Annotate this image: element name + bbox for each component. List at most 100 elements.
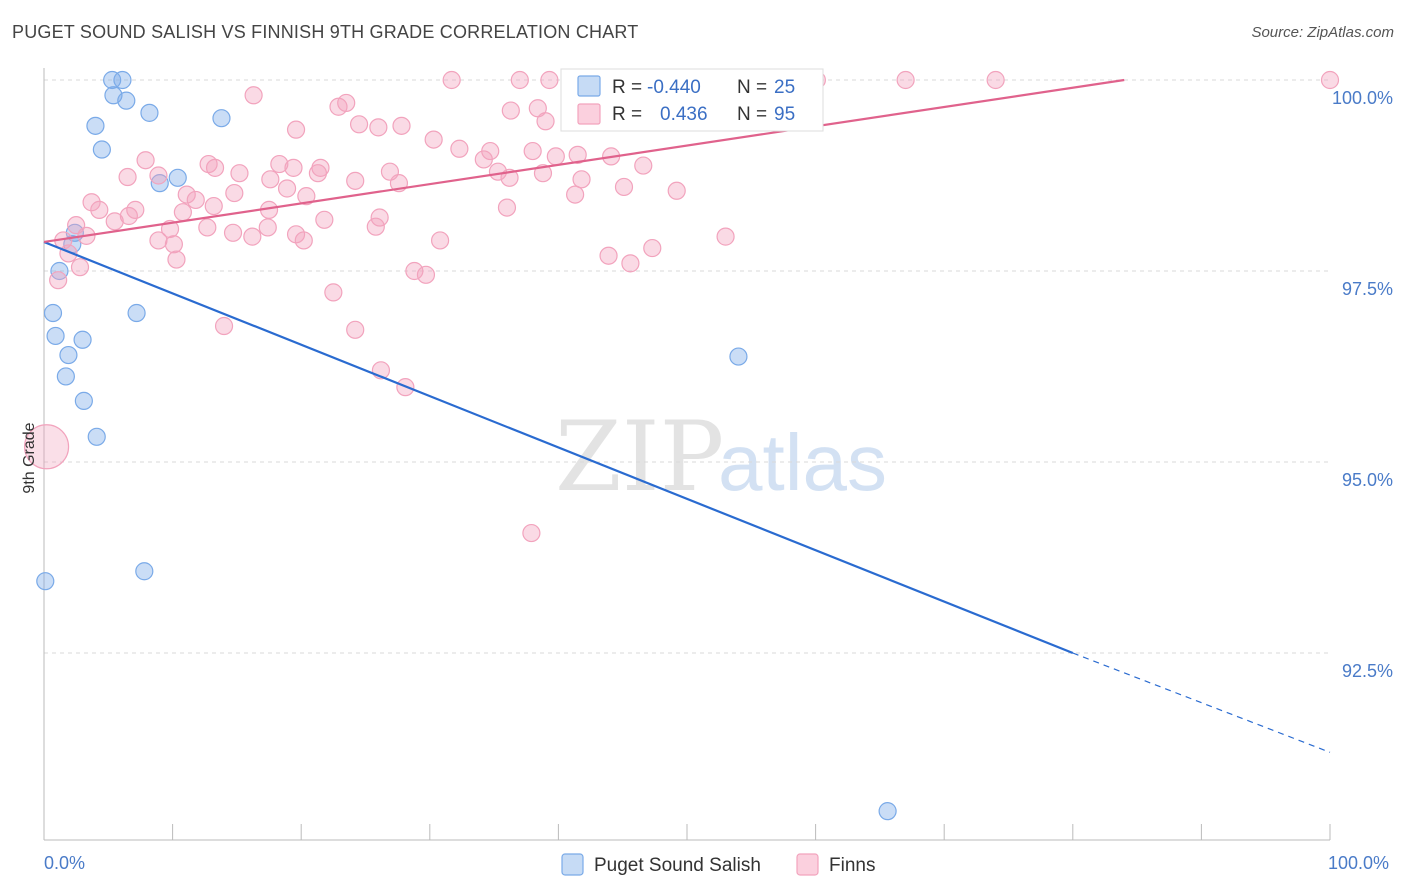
- puget-sound-salish-point-8: [150, 174, 169, 193]
- finns-point-17: [349, 115, 369, 134]
- puget-sound-salish-point-6: [92, 140, 111, 159]
- x-tick-label-right: 100.0%: [1328, 853, 1389, 873]
- finns-point-83: [621, 254, 640, 273]
- puget-sound-salish-point-22: [36, 572, 55, 591]
- finns-point-1: [510, 70, 529, 90]
- legend-n-label-1: N =: [737, 77, 767, 98]
- finns-point-51: [177, 185, 196, 204]
- finns-point-32: [474, 150, 493, 169]
- legend-swatch-finns: [577, 103, 601, 125]
- puget-sound-salish-point-1: [113, 70, 132, 90]
- legend-r-value-puget-sound-salish: -0.440: [647, 77, 701, 98]
- bottom-legend-label-puget-sound-salish: Puget Sound Salish: [594, 855, 761, 876]
- finns-point-87: [70, 258, 90, 277]
- finns-point-47: [533, 164, 553, 183]
- legend-n-value-finns: 95: [774, 104, 795, 125]
- puget-sound-salish-point-21: [729, 347, 748, 366]
- finns-point-27: [199, 154, 218, 174]
- finns-point-9: [896, 70, 915, 90]
- finns-point-42: [346, 171, 365, 190]
- finns-point-0: [442, 70, 461, 90]
- finns-point-70: [198, 218, 217, 237]
- puget-sound-salish-trend-line: [43, 240, 1074, 655]
- bottom-legend-label-finns: Finns: [829, 855, 875, 876]
- finns-point-20: [392, 116, 411, 135]
- finns-point-18: [369, 118, 388, 137]
- finns-point-10: [986, 70, 1005, 90]
- puget-sound-salish-point-15: [127, 303, 146, 323]
- finns-point-28: [270, 154, 289, 174]
- chart-source: Source: ZipAtlas.com: [1251, 24, 1394, 41]
- finns-point-53: [204, 196, 223, 216]
- legend-frame: [560, 68, 824, 132]
- puget-sound-salish-point-19: [74, 391, 93, 410]
- puget-sound-salish-point-12: [50, 261, 69, 281]
- finns-point-97: [522, 523, 541, 543]
- bottom-legend-swatch-puget-sound-salish: [561, 853, 584, 876]
- chart-title: PUGET SOUND SALISH VS FINNISH 9TH GRADE …: [12, 22, 639, 42]
- finns-point-71: [258, 218, 277, 237]
- finns-point-22: [424, 130, 443, 149]
- finns-point-11: [1320, 70, 1340, 90]
- y-tick-labels: 100.0% 97.5% 95.0% 92.5%: [1332, 88, 1393, 681]
- watermark-atlas: atlas: [718, 418, 887, 507]
- puget-sound-salish-point-17: [73, 330, 92, 349]
- puget-sound-salish-point-23: [135, 562, 154, 581]
- legend-n-label-2: N =: [737, 104, 767, 125]
- finns-point-58: [497, 198, 517, 217]
- finns-point-82: [599, 246, 618, 265]
- finns-point-64: [173, 203, 192, 222]
- puget-sound-salish-point-0: [103, 70, 122, 90]
- finns-point-89: [167, 250, 186, 269]
- finns-point-14: [329, 97, 348, 116]
- finns-point-98: [23, 424, 70, 470]
- legend-r-label-2: R =: [612, 104, 642, 125]
- puget-sound-salish-point-18: [56, 367, 75, 386]
- finns-point-21: [536, 112, 555, 131]
- finns-point-92: [324, 283, 343, 302]
- finns-point-60: [90, 200, 109, 219]
- finns-point-72: [243, 227, 262, 246]
- finns-point-90: [405, 261, 424, 281]
- finns-point-49: [277, 179, 297, 198]
- legend-box: R = -0.440 N = 25 R = 0.436 N = 95: [560, 68, 824, 132]
- finns-point-57: [667, 181, 686, 200]
- puget-sound-salish-point-13: [43, 303, 63, 323]
- legend-r-label-1: R =: [612, 77, 642, 98]
- finns-point-19: [286, 120, 306, 139]
- finns-point-91: [416, 265, 436, 284]
- x-tick-label-left: 0.0%: [44, 853, 85, 873]
- watermark: ZIP atlas: [555, 401, 887, 513]
- finns-point-54: [297, 187, 316, 206]
- finns-point-62: [105, 212, 124, 231]
- bottom-legend-swatch-finns: [796, 853, 819, 876]
- finns-point-38: [118, 167, 137, 187]
- finns-point-33: [546, 147, 565, 166]
- legend-swatch-puget-sound-salish: [577, 75, 601, 97]
- finns-point-66: [315, 210, 334, 229]
- series-puget-sound-salish: [36, 70, 897, 821]
- puget-sound-salish-trend-extension: [1072, 652, 1331, 753]
- y-tick-label-2: 95.0%: [1342, 470, 1393, 490]
- finns-point-50: [225, 183, 244, 203]
- legend-n-value-puget-sound-salish: 25: [774, 77, 795, 98]
- finns-point-81: [430, 231, 450, 250]
- finns-point-88: [49, 271, 68, 290]
- puget-sound-salish-point-3: [117, 91, 136, 110]
- finns-point-55: [614, 177, 634, 197]
- y-tick-label-0: 100.0%: [1332, 88, 1393, 108]
- finns-point-48: [572, 170, 591, 189]
- puget-sound-salish-point-24: [878, 802, 897, 821]
- finns-point-2: [540, 70, 559, 90]
- finns-point-15: [501, 101, 520, 120]
- finns-point-80: [294, 231, 313, 250]
- finns-point-37: [149, 166, 168, 185]
- finns-point-94: [346, 320, 365, 339]
- y-tick-label-3: 92.5%: [1342, 661, 1393, 681]
- finns-point-36: [634, 156, 653, 175]
- finns-point-63: [126, 200, 145, 219]
- finns-point-34: [568, 145, 587, 164]
- puget-sound-salish-point-5: [86, 116, 105, 135]
- finns-point-74: [366, 217, 385, 236]
